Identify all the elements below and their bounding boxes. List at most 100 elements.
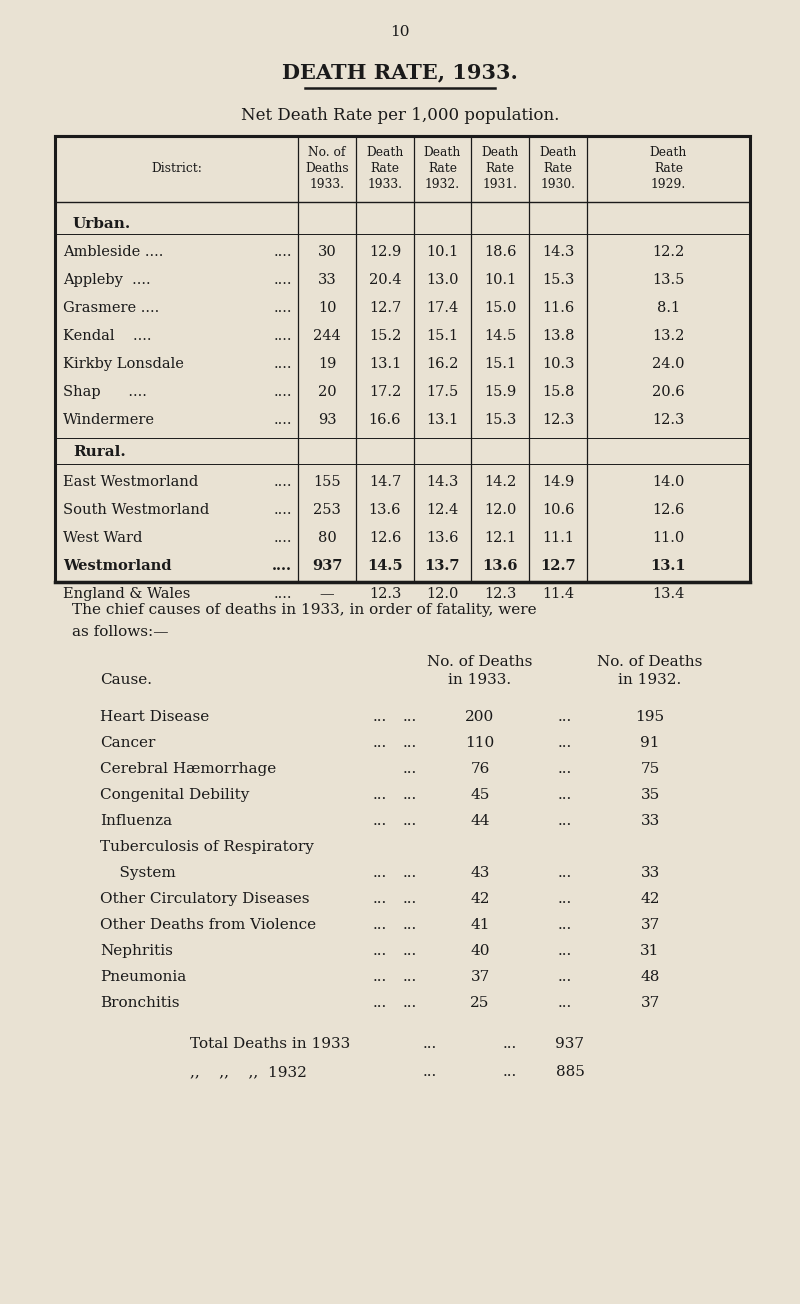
Text: in 1933.: in 1933.	[449, 673, 511, 687]
Text: 14.3: 14.3	[426, 475, 458, 489]
Text: 11.1: 11.1	[542, 531, 574, 545]
Text: ...: ...	[558, 918, 572, 932]
Text: 15.8: 15.8	[542, 385, 574, 399]
Text: 41: 41	[470, 918, 490, 932]
Text: 13.0: 13.0	[426, 273, 458, 287]
Text: 10.1: 10.1	[426, 245, 458, 259]
Text: 11.0: 11.0	[652, 531, 685, 545]
Text: 200: 200	[466, 709, 494, 724]
Text: ...: ...	[403, 892, 417, 906]
Text: ...: ...	[558, 866, 572, 880]
Text: Cause.: Cause.	[100, 673, 152, 687]
Text: ...: ...	[373, 944, 387, 958]
Text: ...: ...	[503, 1065, 517, 1078]
Text: Net Death Rate per 1,000 population.: Net Death Rate per 1,000 population.	[241, 107, 559, 124]
Text: 12.3: 12.3	[542, 413, 574, 426]
Text: 244: 244	[313, 329, 341, 343]
Text: 13.7: 13.7	[425, 559, 460, 572]
Text: ...: ...	[558, 788, 572, 802]
Text: ...: ...	[558, 762, 572, 776]
Text: ...: ...	[373, 866, 387, 880]
Text: 110: 110	[466, 735, 494, 750]
Text: ....: ....	[272, 559, 292, 572]
Text: 12.7: 12.7	[540, 559, 576, 572]
Text: ....: ....	[274, 245, 292, 259]
Text: 20.6: 20.6	[652, 385, 685, 399]
Text: ....: ....	[274, 329, 292, 343]
Text: Kirkby Lonsdale: Kirkby Lonsdale	[63, 357, 184, 372]
Text: 14.5: 14.5	[484, 329, 516, 343]
Text: Other Circulatory Diseases: Other Circulatory Diseases	[100, 892, 310, 906]
Text: 15.1: 15.1	[426, 329, 458, 343]
Text: ...: ...	[558, 709, 572, 724]
Text: Death
Rate
1930.: Death Rate 1930.	[539, 146, 577, 192]
Text: 37: 37	[470, 970, 490, 985]
Text: ...: ...	[373, 814, 387, 828]
Text: 80: 80	[318, 531, 336, 545]
Text: Ambleside ....: Ambleside ....	[63, 245, 163, 259]
Text: 48: 48	[640, 970, 660, 985]
Bar	[55, 136, 750, 582]
Text: ...: ...	[558, 970, 572, 985]
Text: 17.4: 17.4	[426, 301, 458, 316]
Text: 12.7: 12.7	[369, 301, 401, 316]
Text: 11.6: 11.6	[542, 301, 574, 316]
Text: 13.6: 13.6	[369, 503, 402, 516]
Text: Cancer: Cancer	[100, 735, 155, 750]
Text: 253: 253	[313, 503, 341, 516]
Text: ....: ....	[274, 357, 292, 372]
Text: 42: 42	[640, 892, 660, 906]
Text: 33: 33	[640, 866, 660, 880]
Text: ....: ....	[274, 475, 292, 489]
Text: 33: 33	[640, 814, 660, 828]
Text: ....: ....	[274, 587, 292, 601]
Text: 937: 937	[555, 1037, 585, 1051]
Text: ...: ...	[373, 709, 387, 724]
Text: Congenital Debility: Congenital Debility	[100, 788, 250, 802]
Text: 10.6: 10.6	[542, 503, 574, 516]
Text: ...: ...	[403, 735, 417, 750]
Text: Pneumonia: Pneumonia	[100, 970, 186, 985]
Text: 10.3: 10.3	[542, 357, 574, 372]
Text: 15.9: 15.9	[484, 385, 516, 399]
Text: Nephritis: Nephritis	[100, 944, 173, 958]
Text: 20: 20	[318, 385, 336, 399]
Text: 45: 45	[470, 788, 490, 802]
Text: 14.3: 14.3	[542, 245, 574, 259]
Text: System: System	[100, 866, 176, 880]
Text: South Westmorland: South Westmorland	[63, 503, 210, 516]
Text: 42: 42	[470, 892, 490, 906]
Text: 25: 25	[470, 996, 490, 1011]
Text: ...: ...	[403, 788, 417, 802]
Text: 14.5: 14.5	[367, 559, 403, 572]
Text: 37: 37	[640, 996, 660, 1011]
Text: 13.4: 13.4	[652, 587, 685, 601]
Text: 15.3: 15.3	[542, 273, 574, 287]
Text: 75: 75	[640, 762, 660, 776]
Text: 13.5: 13.5	[652, 273, 685, 287]
Text: ....: ....	[274, 413, 292, 426]
Text: 19: 19	[318, 357, 336, 372]
Text: 14.2: 14.2	[484, 475, 516, 489]
Text: 195: 195	[635, 709, 665, 724]
Text: West Ward: West Ward	[63, 531, 142, 545]
Text: Appleby  ....: Appleby ....	[63, 273, 150, 287]
Text: Death
Rate
1932.: Death Rate 1932.	[424, 146, 461, 192]
Text: 14.9: 14.9	[542, 475, 574, 489]
Text: Bronchitis: Bronchitis	[100, 996, 179, 1011]
Text: 20.4: 20.4	[369, 273, 402, 287]
Text: ....: ....	[274, 273, 292, 287]
Text: Death
Rate
1929.: Death Rate 1929.	[650, 146, 687, 192]
Text: 37: 37	[640, 918, 660, 932]
Text: ...: ...	[403, 762, 417, 776]
Text: —: —	[320, 587, 334, 601]
Text: as follows:—: as follows:—	[72, 625, 169, 639]
Text: ...: ...	[423, 1037, 437, 1051]
Text: 43: 43	[470, 866, 490, 880]
Text: 12.2: 12.2	[652, 245, 685, 259]
Text: ...: ...	[403, 918, 417, 932]
Text: 12.6: 12.6	[369, 531, 401, 545]
Text: Tuberculosis of Respiratory: Tuberculosis of Respiratory	[100, 840, 314, 854]
Text: ...: ...	[373, 892, 387, 906]
Text: ...: ...	[403, 996, 417, 1011]
